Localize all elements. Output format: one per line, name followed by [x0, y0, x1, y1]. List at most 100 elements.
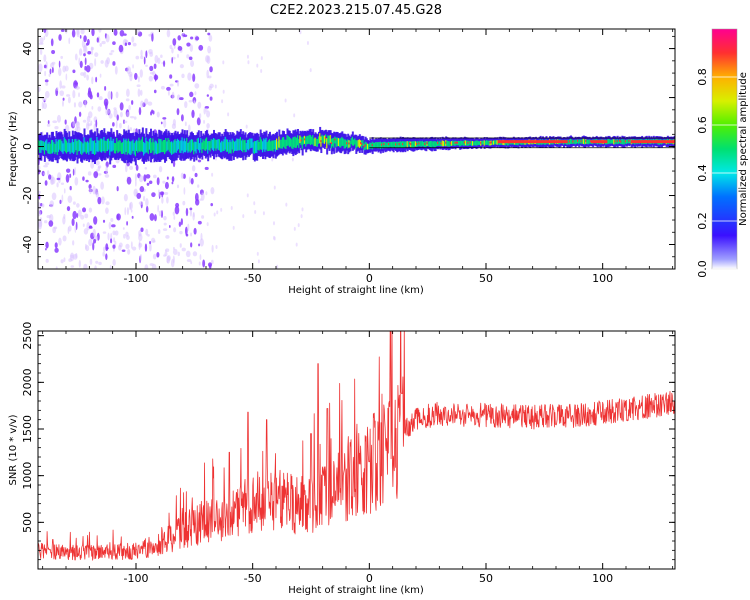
spectrogram-band-core	[451, 141, 453, 146]
spectrogram-speckle	[43, 64, 47, 69]
spectrogram-speckle	[60, 55, 64, 59]
spectrogram-speckle	[152, 253, 157, 260]
spectrogram-speckle	[213, 212, 216, 217]
colorbar-ticks: 0.0 0.2 0.4 0.6 0.8	[696, 68, 737, 278]
spectrogram-speckle	[71, 218, 75, 227]
colorbar-label: Normalized spectral amplitude	[738, 72, 749, 226]
spectrogram-speckle	[65, 168, 71, 173]
spectrogram-speckle	[38, 63, 43, 72]
spectrogram-band-core	[385, 142, 388, 149]
spectrogram-band-core	[95, 142, 98, 154]
spectrogram-speckle	[254, 209, 257, 214]
spectrogram-band-core	[441, 140, 444, 147]
spectrogram-speckle	[94, 58, 97, 67]
spectrogram-band-core	[246, 140, 249, 150]
spectrogram-band-core	[244, 139, 247, 153]
spectrogram-band-core	[316, 139, 319, 147]
spectrogram-band-core	[186, 137, 189, 151]
spectrogram-speckle	[206, 123, 210, 129]
spectrogram-speckle	[137, 75, 140, 83]
x-tick-label: 50	[479, 572, 493, 585]
spectrogram-band-core	[206, 137, 208, 150]
spectrogram-speckle	[58, 237, 62, 246]
spectrogram-speckle	[215, 244, 218, 249]
spectrogram-band-core	[347, 139, 350, 149]
spectrogram-speckle	[209, 96, 213, 101]
spectrogram-band-core	[587, 139, 590, 145]
spectrogram-speckle	[190, 36, 194, 40]
spectrogram-speckle	[126, 207, 130, 215]
spectrogram-band-core	[358, 139, 361, 148]
spectrogram-band-core	[610, 139, 613, 144]
spectrogram-band-core	[284, 139, 287, 149]
spectrogram-band-core	[434, 141, 437, 148]
spectrogram-speckle	[139, 254, 142, 262]
spectrogram-speckle	[153, 63, 157, 70]
spectrogram-band-core	[476, 140, 479, 146]
spectrogram-speckle	[59, 199, 62, 204]
spectrogram-speckle	[197, 220, 202, 225]
spectrogram-speckle	[138, 233, 143, 242]
spectrogram-speckle	[196, 117, 201, 126]
spectrogram-speckle	[273, 236, 276, 241]
spectrogram-band-peak	[360, 141, 362, 144]
spectrogram-speckle	[129, 202, 132, 211]
spectrogram-speckle	[186, 42, 191, 47]
spectrogram-speckle	[95, 160, 100, 166]
spectrogram-band-core	[133, 143, 136, 155]
spectrogram-speckle	[186, 259, 192, 263]
spectrogram-band-core	[159, 139, 162, 154]
spectrogram-speckle	[142, 195, 146, 202]
spectrogram-speckle	[39, 49, 43, 55]
spectrogram-speckle	[97, 106, 102, 112]
spectrogram-speckle	[222, 60, 225, 65]
spectrogram-band-core	[375, 142, 378, 148]
spectrogram-speckle	[125, 243, 130, 250]
spectrogram-speckle	[101, 40, 106, 45]
spectrogram-speckle	[124, 42, 128, 46]
spectrogram-speckle	[190, 60, 195, 68]
spectrogram-band-core	[475, 140, 478, 146]
spectrogram-speckle	[163, 215, 167, 221]
spectrogram-speckle	[253, 201, 256, 206]
spectrogram-band-core	[369, 142, 372, 149]
spectrogram-band-core	[157, 143, 159, 154]
spectrogram-band-core	[207, 141, 210, 154]
spectrogram-band-peak	[300, 139, 303, 142]
spectrogram-speckle	[206, 222, 209, 227]
spectrogram-band-core	[343, 139, 346, 149]
spectrogram-speckle	[63, 188, 66, 194]
spectrogram-speckle	[195, 36, 200, 41]
spectrogram-speckle	[59, 80, 62, 89]
x-tick-label: -100	[124, 572, 149, 585]
spectrogram-speckle	[276, 264, 279, 269]
spectrogram-speckle	[123, 120, 128, 124]
spectrogram-band-core	[400, 141, 403, 148]
spectrogram-speckle	[58, 60, 61, 68]
spectrogram-speckle	[114, 230, 119, 236]
spectrogram-speckle	[74, 177, 79, 186]
spectrogram-speckle	[95, 119, 98, 128]
spectrogram-speckle	[169, 74, 173, 79]
spectrogram-band-core	[185, 141, 187, 153]
spectrogram-band-core	[461, 140, 464, 145]
spectrogram-band-core	[298, 139, 301, 148]
spectrogram-band-core	[425, 141, 428, 148]
spectrogram-band-core	[225, 139, 228, 152]
spectrogram-speckle	[163, 119, 167, 128]
spectrogram-band-core	[69, 143, 72, 155]
spectrogram-speckle	[132, 42, 137, 47]
spectrogram-panel: -100 -50 0 50 100 -40 -20 0 20 40 Height of stra…	[8, 28, 676, 296]
spectrogram-band-core	[277, 141, 280, 151]
spectrogram-band-core	[420, 141, 423, 147]
spectrogram-band-core	[321, 134, 324, 143]
spectrogram-band-core	[430, 140, 432, 148]
spectrogram-speckle	[104, 174, 110, 178]
spectrogram-speckle	[51, 192, 57, 201]
spectrogram-speckle	[49, 213, 54, 223]
spectrogram-speckle	[108, 221, 112, 230]
y-tick-label: 20	[21, 91, 34, 105]
spectrogram-band-core	[64, 139, 67, 153]
spectrogram-speckle	[189, 208, 193, 217]
spectrogram-band-core	[174, 138, 177, 153]
